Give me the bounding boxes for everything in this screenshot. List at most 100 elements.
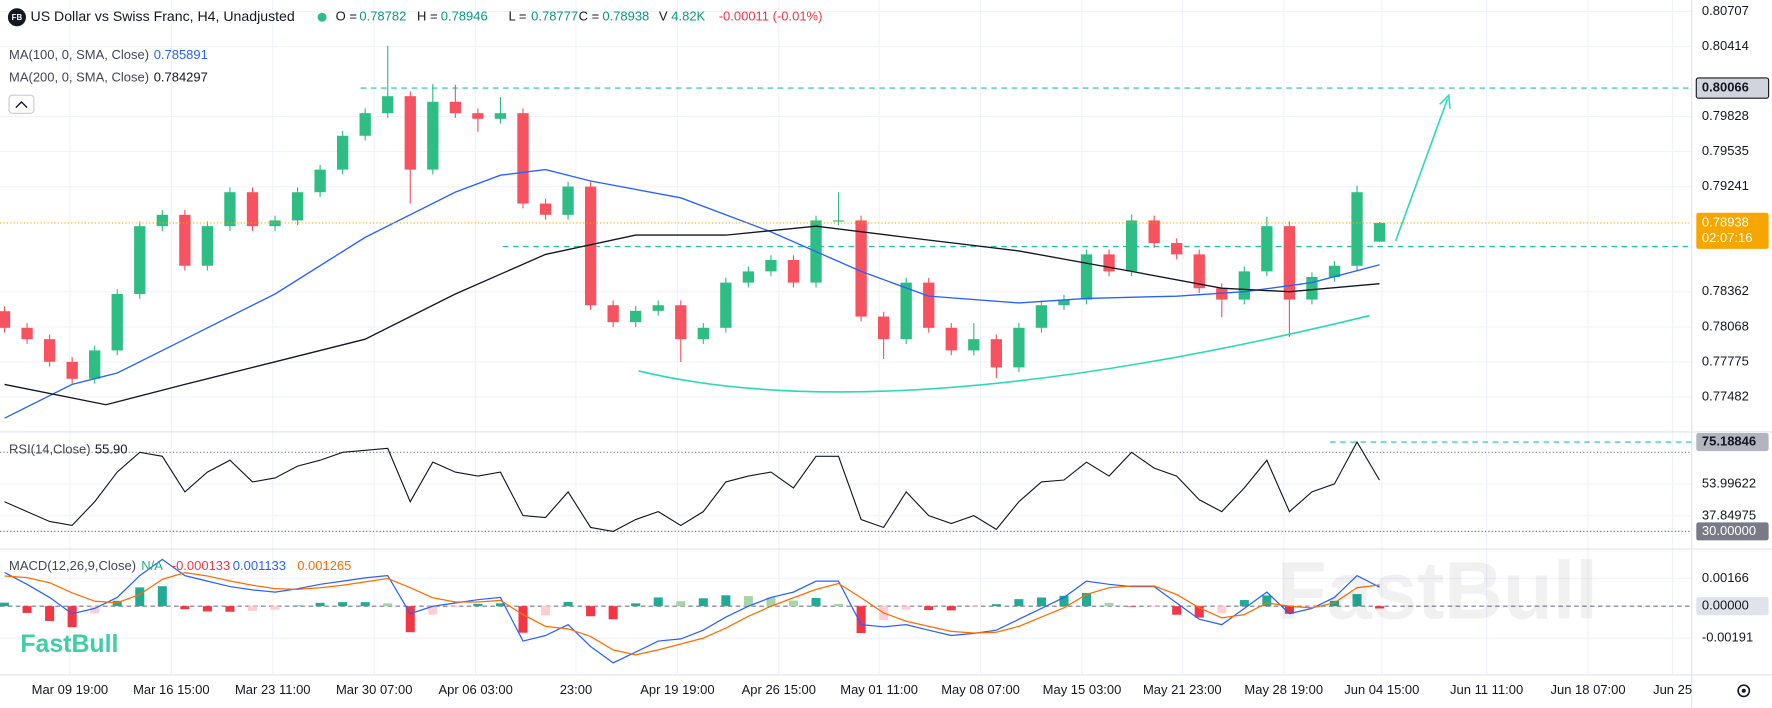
candle-body bbox=[1283, 226, 1296, 300]
histogram-bar bbox=[270, 606, 280, 610]
candle-body bbox=[111, 293, 123, 351]
x-tick-label: Apr 19 19:00 bbox=[640, 682, 714, 697]
histogram-bar bbox=[112, 600, 122, 607]
x-tick-label: May 21 23:00 bbox=[1143, 682, 1222, 697]
current-price-label: 0.78938 bbox=[1702, 214, 1749, 229]
symbol-title: US Dollar vs Swiss Franc, H4, Unadjusted bbox=[31, 8, 295, 24]
candle-body bbox=[1306, 276, 1318, 300]
histogram-bar bbox=[67, 606, 77, 628]
grid-layer bbox=[0, 0, 1692, 674]
candle-body bbox=[1216, 288, 1228, 300]
price-axis-bg bbox=[1691, 0, 1772, 708]
symbol-icon-text: FB bbox=[12, 13, 23, 22]
candle-body bbox=[787, 260, 800, 283]
x-tick-label: Jun 25 bbox=[1653, 682, 1692, 697]
candle-body bbox=[1013, 327, 1025, 368]
current-price-box bbox=[1696, 212, 1769, 249]
histogram-bar bbox=[405, 606, 415, 633]
candle-body bbox=[697, 327, 709, 340]
histogram-bar bbox=[45, 606, 55, 621]
countdown-label: 02:07:16 bbox=[1702, 230, 1753, 245]
histogram-bar bbox=[1104, 602, 1114, 607]
candle-body bbox=[179, 214, 191, 266]
level-label-box bbox=[1696, 432, 1769, 452]
indicator-value: 0.001265 bbox=[297, 558, 351, 573]
candle-body bbox=[1080, 254, 1093, 300]
x-tick-label: Jun 04 15:00 bbox=[1344, 682, 1419, 697]
status-dot bbox=[317, 12, 327, 22]
histogram-bar bbox=[1059, 595, 1069, 607]
histogram-bar bbox=[924, 606, 934, 611]
indicator-value: 0.784297 bbox=[154, 70, 208, 85]
candle-body bbox=[314, 169, 326, 193]
tick-label-box bbox=[1696, 522, 1769, 541]
y-tick-label: 0.79241 bbox=[1702, 178, 1749, 193]
indicator-name: MA(200, 0, SMA, Close) bbox=[9, 70, 149, 85]
histogram-bar bbox=[1127, 606, 1137, 607]
ohlc-value: 0.78938 bbox=[602, 9, 649, 24]
moving-average bbox=[4, 225, 1380, 406]
collapse-button[interactable] bbox=[8, 94, 35, 114]
ohlc-label: O = bbox=[336, 9, 357, 24]
y-tick-label: 30.00000 bbox=[1702, 523, 1756, 538]
histogram-bar bbox=[0, 602, 10, 607]
candle-body bbox=[1328, 265, 1341, 277]
x-tick-label: May 15 03:00 bbox=[1043, 682, 1122, 697]
candle-body bbox=[877, 316, 890, 340]
candle-body bbox=[66, 361, 78, 379]
histogram-bar bbox=[946, 606, 956, 611]
histogram-bar bbox=[586, 606, 596, 617]
histogram-bar bbox=[676, 601, 686, 607]
histogram-bar bbox=[1329, 600, 1339, 607]
indicator-status: N/A bbox=[141, 558, 163, 573]
histogram-bar bbox=[90, 606, 100, 614]
candle-body bbox=[1193, 254, 1205, 289]
histogram-bar bbox=[518, 606, 528, 633]
x-tick-label: May 01 11:00 bbox=[840, 682, 918, 697]
level-label: 75.18846 bbox=[1702, 433, 1756, 448]
histogram-bar bbox=[383, 603, 393, 607]
y-tick-label: 0.78362 bbox=[1702, 283, 1749, 298]
rsi-line bbox=[4, 440, 1381, 533]
histogram-bar bbox=[834, 603, 844, 607]
y-tick-label: 37.84975 bbox=[1702, 507, 1756, 522]
candle-body bbox=[923, 282, 935, 328]
level-label: 0.80066 bbox=[1702, 79, 1749, 94]
histogram-bar bbox=[135, 587, 145, 607]
histogram-bar bbox=[631, 603, 641, 607]
histogram-bar bbox=[991, 604, 1001, 607]
ohlc-value: 0.78946 bbox=[441, 9, 488, 24]
candle-body bbox=[900, 282, 912, 340]
indicator-title: MACD(12,26,9,Close) bbox=[9, 558, 136, 573]
candle-body bbox=[134, 226, 146, 294]
volume-label: V bbox=[659, 9, 668, 24]
histogram-bar bbox=[1149, 606, 1159, 607]
histogram-bar bbox=[1307, 606, 1317, 607]
y-tick-label: 0.80707 bbox=[1702, 3, 1749, 18]
candle-body bbox=[427, 101, 439, 170]
histogram-bar bbox=[540, 606, 551, 616]
y-tick-label: 0.79828 bbox=[1702, 108, 1749, 123]
candle-body bbox=[607, 305, 619, 323]
candle-body bbox=[472, 113, 484, 119]
histogram-bar bbox=[1081, 592, 1092, 607]
data-layer bbox=[0, 45, 1692, 664]
x-tick-label: 23:00 bbox=[560, 682, 593, 697]
ohlc-label: C = bbox=[579, 9, 600, 24]
histogram-bar bbox=[157, 586, 167, 607]
histogram-bar bbox=[698, 598, 708, 607]
histogram-bar bbox=[1194, 606, 1204, 618]
histogram-bar bbox=[1036, 597, 1046, 607]
candle-body bbox=[1103, 254, 1115, 272]
candle-body bbox=[43, 339, 56, 362]
x-tick-label: Apr 06 03:00 bbox=[438, 682, 512, 697]
candle-body bbox=[539, 203, 552, 215]
settings-icon[interactable] bbox=[1737, 684, 1751, 698]
arrow-head bbox=[1439, 93, 1451, 109]
y-tick-label: 0.79535 bbox=[1702, 143, 1749, 158]
candle-body bbox=[945, 327, 957, 351]
candle-body bbox=[494, 113, 507, 119]
